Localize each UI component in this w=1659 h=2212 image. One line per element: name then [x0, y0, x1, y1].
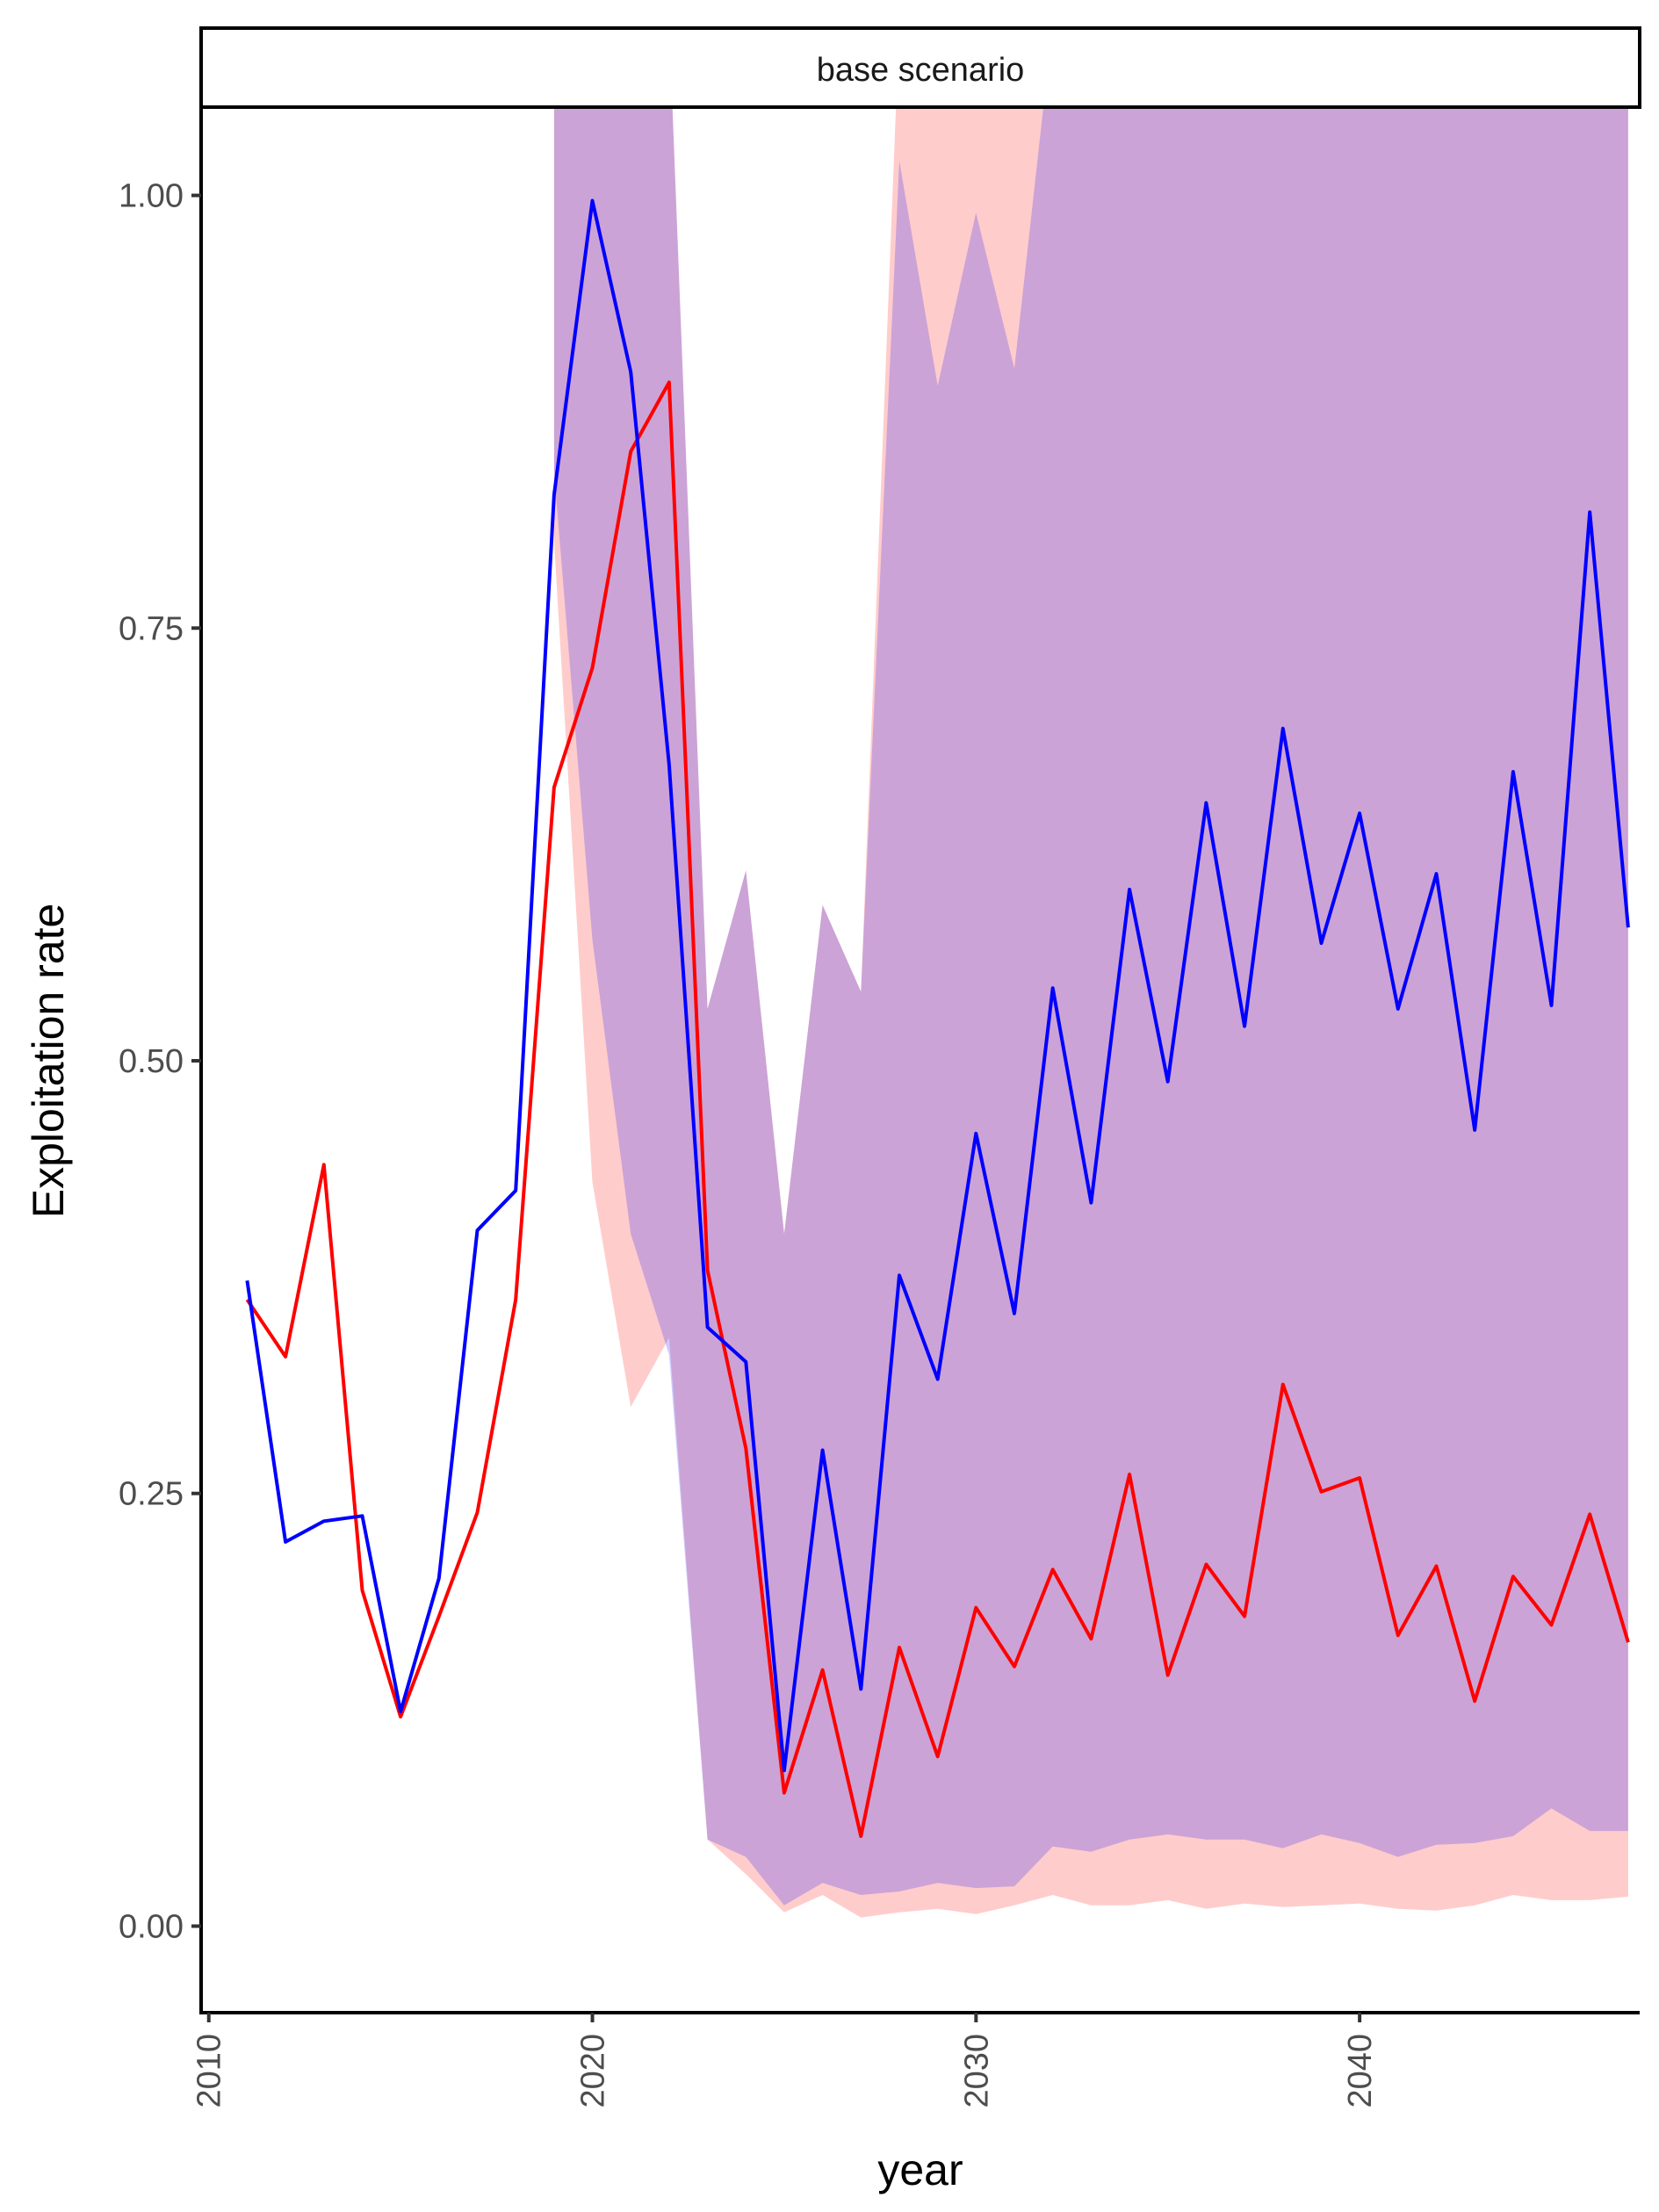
y-tick-label: 0.50 [119, 1043, 184, 1080]
y-tick-label: 1.00 [119, 178, 184, 215]
facet-strip-box [199, 26, 1641, 109]
x-tick-label: 2020 [575, 2034, 612, 2108]
uncertainty-band-1 [553, 109, 1628, 1918]
x-axis-ticks: 2010 2020 2030 2040 [191, 2013, 1379, 2108]
series-line-1 [245, 380, 1630, 1838]
y-tick-label: 0.00 [119, 1908, 184, 1945]
x-axis-title: year [877, 2145, 963, 2194]
facet-strip: base scenario [199, 26, 1641, 109]
y-tick-label: 0.25 [119, 1476, 184, 1513]
y-tick-label: 0.75 [119, 610, 184, 647]
x-tick-label: 2030 [958, 2034, 995, 2108]
y-axis-ticks: 0.00 0.25 0.50 0.75 1.00 [119, 178, 201, 1945]
axes: 0.00 0.25 0.50 0.75 1.00 2010 2020 2030 2040 [119, 109, 1640, 2108]
series-lines [245, 198, 1630, 1838]
plot-panel [245, 109, 1630, 1918]
series-line-2 [245, 198, 1630, 1773]
x-tick-label: 2010 [191, 2034, 228, 2108]
facet-strip-label: base scenario [817, 52, 1025, 89]
y-axis-title: Exploitation rate [24, 904, 73, 1219]
x-tick-label: 2040 [1342, 2034, 1379, 2108]
